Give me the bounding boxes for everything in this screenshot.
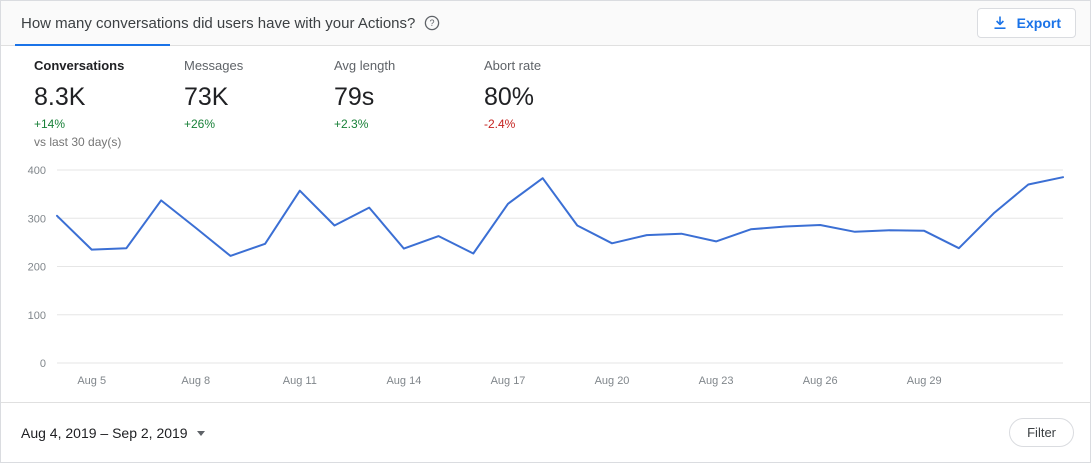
svg-text:Aug 23: Aug 23 (699, 375, 734, 387)
svg-text:0: 0 (40, 358, 46, 370)
date-range-selector[interactable]: Aug 4, 2019 – Sep 2, 2019 (21, 425, 205, 441)
metric-label: Avg length (334, 58, 396, 73)
svg-text:100: 100 (28, 310, 46, 322)
header-bar: How many conversations did users have wi… (1, 1, 1090, 46)
metric-value: 79s (334, 83, 375, 111)
download-icon (992, 15, 1008, 31)
svg-text:300: 300 (28, 213, 46, 225)
svg-text:Aug 5: Aug 5 (77, 375, 106, 387)
metric-value: 8.3K (34, 83, 86, 111)
metric-tab-abort-rate[interactable]: Abort rate 80% -2.4% (484, 58, 634, 150)
svg-text:200: 200 (28, 262, 46, 274)
date-range-label: Aug 4, 2019 – Sep 2, 2019 (21, 424, 188, 441)
metrics-row: Conversations 8.3K +14% vs last 30 day(s… (1, 46, 1090, 158)
svg-text:Aug 8: Aug 8 (181, 375, 210, 387)
help-icon[interactable]: ? (424, 15, 440, 31)
conversations-line-chart: 0 100 200 300 400 Aug 5 Aug 8 Aug 11 Aug 14 Aug 1… (28, 165, 1064, 387)
active-tab-indicator (15, 44, 170, 46)
metric-delta: -2.4% (484, 117, 516, 131)
metric-value: 80% (484, 83, 535, 111)
svg-text:Aug 17: Aug 17 (491, 375, 526, 387)
svg-text:400: 400 (28, 165, 46, 177)
metric-label: Conversations (34, 58, 125, 73)
svg-text:Aug 11: Aug 11 (283, 375, 317, 387)
metric-value: 73K (184, 83, 229, 111)
page-title: How many conversations did users have wi… (21, 14, 416, 32)
metric-tab-messages[interactable]: Messages 73K +26% (184, 58, 334, 150)
chart-area: 0 100 200 300 400 Aug 5 Aug 8 Aug 11 Aug 14 Aug 1… (1, 158, 1090, 398)
metric-label: Messages (184, 58, 244, 73)
metric-tab-avg-length[interactable]: Avg length 79s +2.3% (334, 58, 484, 150)
svg-text:Aug 26: Aug 26 (803, 375, 838, 387)
filter-button[interactable]: Filter (1009, 418, 1074, 447)
metric-delta: +26% (184, 117, 216, 131)
metric-label: Abort rate (484, 58, 542, 73)
metric-delta: +2.3% (334, 117, 369, 131)
footer-bar: Aug 4, 2019 – Sep 2, 2019 Filter (1, 402, 1090, 462)
metric-delta: +14% (34, 117, 66, 131)
svg-text:Aug 14: Aug 14 (386, 375, 421, 387)
metric-tab-conversations[interactable]: Conversations 8.3K +14% vs last 30 day(s… (34, 58, 184, 150)
metric-sublabel: vs last 30 day(s) (34, 135, 122, 149)
export-button[interactable]: Export (976, 8, 1076, 38)
export-label: Export (1016, 15, 1061, 31)
svg-text:Aug 20: Aug 20 (595, 375, 630, 387)
caret-down-icon (196, 431, 205, 436)
svg-text:Aug 29: Aug 29 (907, 375, 942, 387)
svg-text:?: ? (430, 18, 435, 28)
